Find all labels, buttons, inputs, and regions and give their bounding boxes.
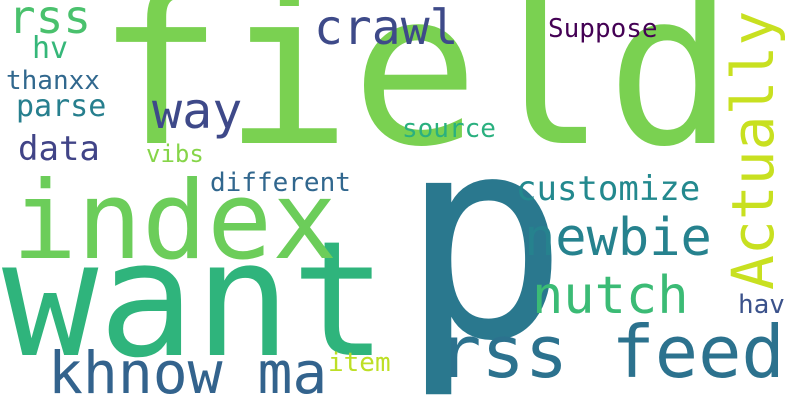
word-field: field — [96, 0, 735, 193]
word-data: data — [18, 129, 100, 169]
word-rss-feed: rss feed — [438, 310, 785, 394]
word-suppose: Suppose — [548, 14, 658, 44]
word-nutch: nutch — [532, 266, 689, 326]
word-hv: hv — [32, 31, 69, 66]
word-vibs: vibs — [146, 140, 204, 168]
word-way: way — [152, 82, 243, 140]
word-different: different — [210, 168, 351, 198]
word-customize: customize — [516, 169, 701, 209]
word-thanxx: thanxx — [6, 66, 100, 96]
word-newbie: newbie — [524, 208, 712, 268]
word-crawl: crawl — [314, 0, 459, 56]
word-index: index — [12, 159, 338, 284]
word-source: source — [402, 114, 496, 144]
word-hav: hav — [738, 290, 785, 320]
word-item: item — [328, 348, 391, 378]
word-want: want — [2, 206, 388, 393]
word-p: p — [400, 77, 569, 400]
word-rss: rss — [8, 0, 92, 44]
word-actually: Actually — [719, 10, 787, 290]
word-khnow-ma: khnow ma — [48, 339, 328, 400]
word-parse: parse — [16, 89, 107, 124]
